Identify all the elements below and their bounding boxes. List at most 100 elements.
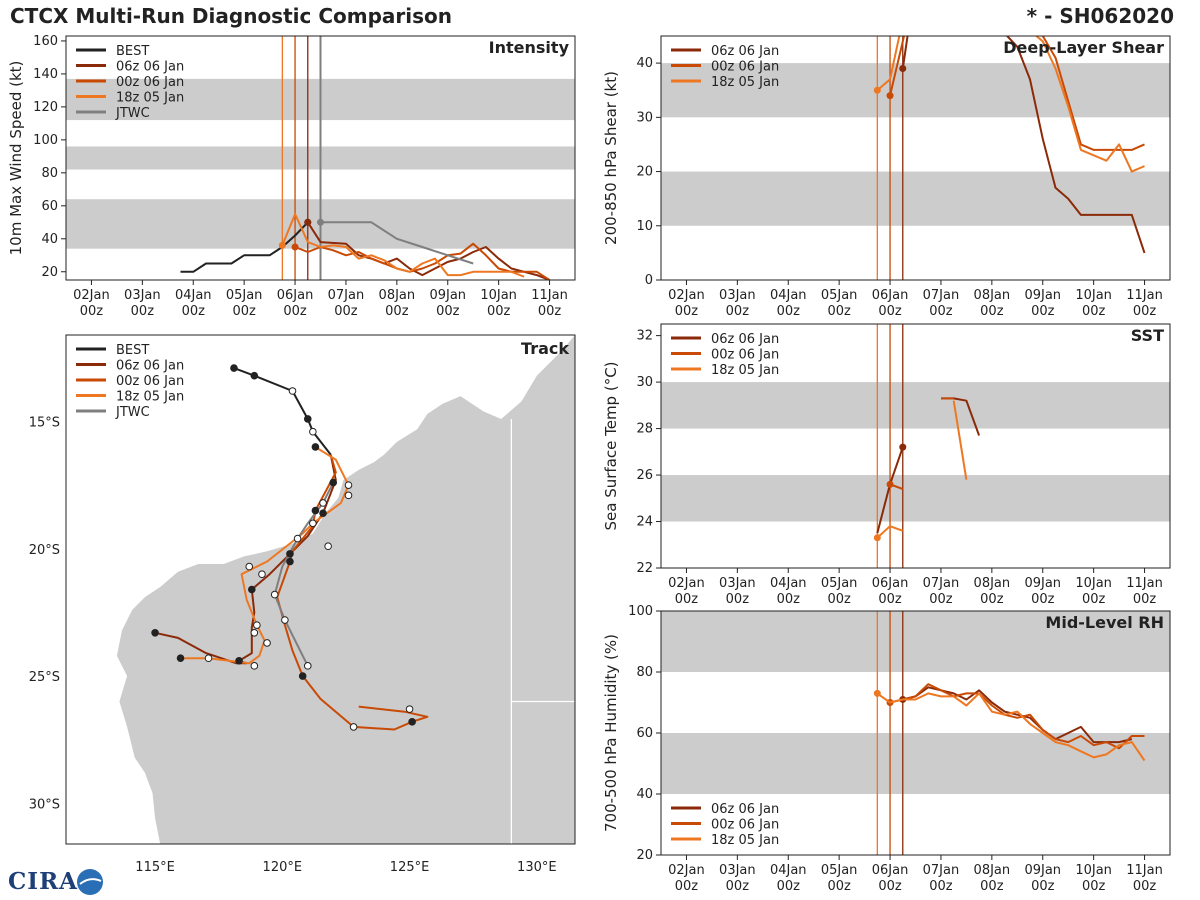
intensity-xtick-label: 00z [385, 304, 409, 319]
shear-xtick-label: 00z [1031, 304, 1055, 319]
track-xtick-label: 120°E [263, 860, 303, 875]
rh-xtick-label: 03Jan [719, 863, 756, 878]
rh-xtick-label: 02Jan [668, 863, 705, 878]
sst-xtick-label: 07Jan [923, 576, 960, 591]
shear-frame [660, 35, 1171, 281]
shear-xtick-label: 00z [726, 304, 750, 319]
rh-band-0 [661, 733, 1170, 794]
cira-logo-text: CIRA [8, 868, 79, 895]
intensity-xtick-label: 00z [334, 304, 358, 319]
sst-xtick-label: 00z [1082, 592, 1106, 607]
track-title: Track [521, 339, 569, 358]
track-legend-label: BEST [116, 343, 149, 358]
sst-xtick-label: 09Jan [1024, 576, 1061, 591]
rh-xtick-label: 00z [1133, 879, 1157, 894]
shear-band-1 [661, 63, 1170, 118]
globe-swoosh [79, 878, 102, 885]
sst-xtick-label: 05Jan [821, 576, 858, 591]
intensity-xtick-label: 00z [436, 304, 460, 319]
sst-band-1 [661, 382, 1170, 429]
sst-xtick-label: 00z [726, 592, 750, 607]
intensity-legend-label: BEST [116, 44, 149, 59]
sst-legend-label: 18z 05 Jan [711, 363, 779, 378]
track-marker-hollow [293, 534, 302, 543]
intensity-ytick-label: 160 [33, 34, 58, 49]
rh-xtick-label: 00z [878, 879, 902, 894]
sst-xtick-label: 00z [1133, 592, 1157, 607]
shear-xtick-label: 08Jan [974, 288, 1011, 303]
track-line-0 [233, 367, 332, 456]
sst-point-2-0 [886, 480, 894, 488]
rh-legend-label: 06z 06 Jan [711, 802, 779, 817]
intensity-series-1 [306, 221, 550, 280]
intensity-xtick-label: 00z [80, 304, 104, 319]
shear-ytick-label: 30 [636, 110, 653, 125]
panel-sst: 22242628303202Jan00z03Jan00z04Jan00z05Ja… [602, 323, 1171, 607]
rh-xtick-label: 11Jan [1126, 863, 1163, 878]
sst-frame [660, 323, 1171, 569]
intensity-point-1-0 [304, 218, 312, 226]
track-marker-hollow [319, 499, 327, 507]
shear-point-0-0 [899, 65, 907, 73]
intensity-title: Intensity [489, 38, 570, 57]
intensity-xtick-label: 05Jan [226, 288, 263, 303]
intensity-xtick-label: 00z [487, 304, 511, 319]
track-marker-filled [329, 478, 338, 487]
shear-xtick-label: 00z [929, 304, 953, 319]
intensity-legend-label: 06z 06 Jan [116, 60, 184, 75]
panel-track: 115°E 120°E 125°E 130°E 15°S 20°S 25°S 30°S Trac… [29, 334, 576, 875]
intensity-ytick-label: 100 [33, 133, 58, 148]
sst-legend-label: 06z 06 Jan [711, 332, 779, 347]
sst-xtick-label: 00z [675, 592, 699, 607]
sst-xtick-label: 10Jan [1075, 576, 1112, 591]
track-ytick-label: 15°S [29, 416, 60, 431]
track-marker-filled [303, 415, 312, 423]
track-marker-filled [151, 628, 159, 637]
track-ytick-label: 25°S [29, 670, 60, 685]
sst-ytick-label: 28 [636, 422, 653, 437]
shear-plot-area [661, 36, 1170, 280]
track-legend-label: 00z 06 Jan [116, 374, 184, 389]
rh-legend-label: 18z 05 Jan [711, 833, 779, 848]
intensity-legend-label: 00z 06 Jan [116, 75, 184, 90]
track-marker-hollow [405, 705, 414, 713]
track-line-3 [180, 446, 350, 665]
intensity-series-0 [180, 221, 309, 273]
sst-ytick-label: 32 [636, 329, 653, 344]
panel-rh: 2040608010002Jan00z03Jan00z04Jan00z05Jan… [602, 604, 1171, 894]
cira-logo [77, 869, 103, 895]
globe-icon [77, 869, 103, 895]
rh-xtick-label: 00z [827, 879, 851, 894]
rh-xtick-label: 00z [1082, 879, 1106, 894]
storm-id: * - SH062020 [1026, 4, 1174, 28]
rh-xtick-label: 05Jan [821, 863, 858, 878]
sst-title: SST [1131, 326, 1164, 345]
sst-xtick-label: 04Jan [770, 576, 807, 591]
track-marker-hollow [250, 628, 259, 637]
rh-ytick-label: 40 [636, 787, 653, 802]
shear-series-0 [901, 36, 1146, 254]
shear-ytick-label: 0 [645, 273, 653, 288]
track-marker-filled [286, 550, 294, 558]
track-frame [65, 334, 576, 845]
track-marker-hollow [204, 654, 213, 663]
shear-xtick-label: 00z [1082, 304, 1106, 319]
track-marker-hollow [344, 491, 353, 500]
intensity-xtick-label: 11Jan [531, 288, 568, 303]
sst-band-0 [661, 475, 1170, 522]
track-marker-hollow [344, 481, 353, 489]
shear-xtick-label: 09Jan [1024, 288, 1061, 303]
track-marker-hollow [245, 562, 254, 571]
sst-ytick-label: 26 [636, 468, 653, 483]
shear-ylabel: 200-850 hPa Shear (kt) [602, 71, 620, 245]
figure-title: CTCX Multi-Run Diagnostic Comparison [10, 4, 452, 28]
rh-xtick-label: 06Jan [872, 863, 909, 878]
track-legend-label: 06z 06 Jan [116, 359, 184, 374]
intensity-series-2 [294, 242, 551, 280]
rh-xtick-label: 08Jan [974, 863, 1011, 878]
shear-xtick-label: 03Jan [719, 288, 756, 303]
australia-landmass [116, 335, 575, 844]
track-marker-hollow [349, 723, 358, 731]
sst-xtick-label: 00z [878, 592, 902, 607]
sst-series-5 [952, 400, 968, 480]
